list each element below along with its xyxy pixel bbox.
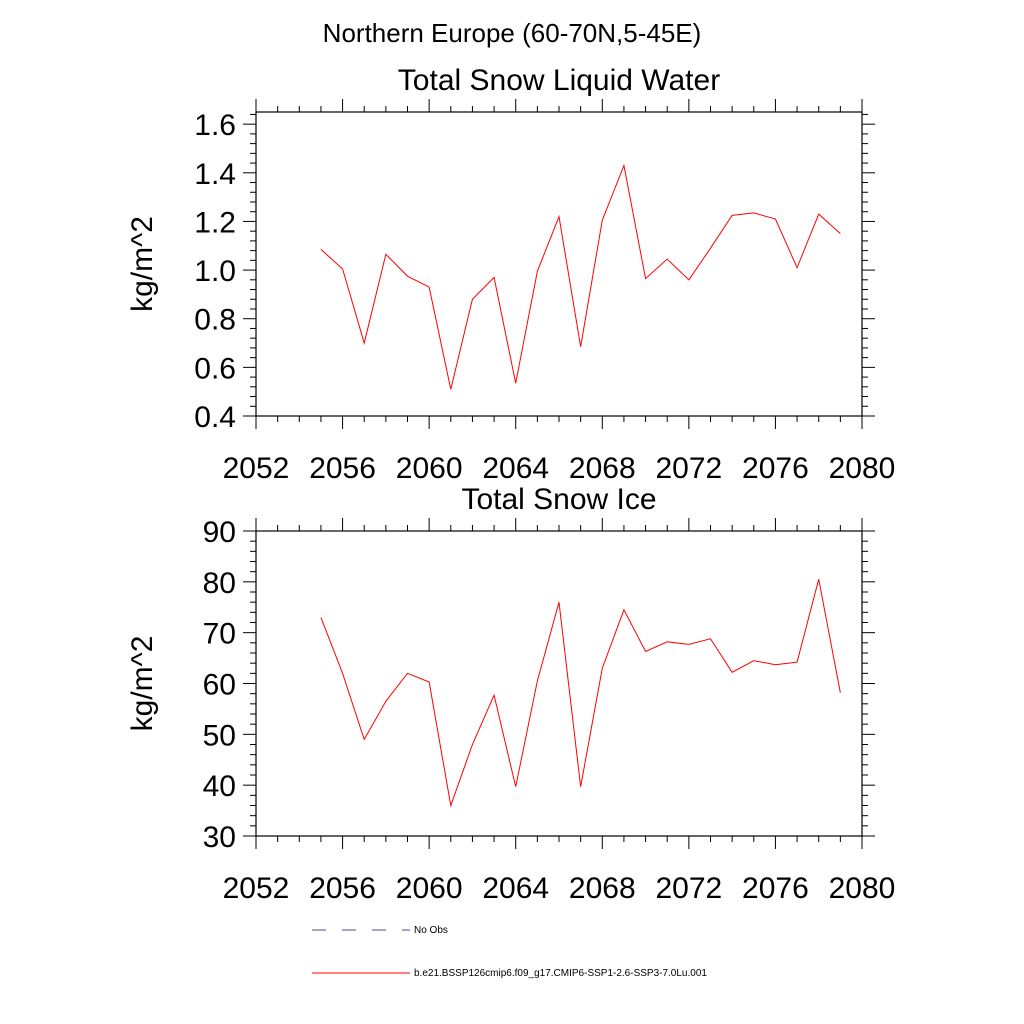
legend: No Obs b.e21.BSSP126cmip6.f09_g17.CMIP6-… <box>312 925 707 979</box>
x-tick-label: 2080 <box>829 872 896 905</box>
y-tick-label: 70 <box>203 618 236 651</box>
x-tick-label: 2076 <box>742 452 809 485</box>
y-tick-label: 1.6 <box>194 109 236 142</box>
x-tick-label: 2064 <box>482 872 549 905</box>
y-tick-label: 0.6 <box>194 352 236 385</box>
x-tick-label: 2080 <box>829 452 896 485</box>
y-tick-label: 1.2 <box>194 206 236 239</box>
figure-title: Northern Europe (60-70N,5-45E) <box>323 18 702 48</box>
x-tick-label: 2068 <box>569 872 636 905</box>
panel-title: Total Snow Liquid Water <box>398 64 720 97</box>
x-tick-label: 2064 <box>482 452 549 485</box>
y-tick-label: 40 <box>203 770 236 803</box>
y-tick-label: 60 <box>203 669 236 702</box>
y-axis-label: kg/m^2 <box>126 636 159 732</box>
legend-model-label: b.e21.BSSP126cmip6.f09_g17.CMIP6-SSP1-2.… <box>414 968 707 979</box>
y-tick-label: 80 <box>203 567 236 600</box>
x-tick-label: 2052 <box>223 872 290 905</box>
panel-title: Total Snow Ice <box>461 483 656 516</box>
y-tick-label: 90 <box>203 516 236 549</box>
y-tick-label: 30 <box>203 821 236 854</box>
x-tick-label: 2060 <box>396 872 463 905</box>
x-tick-label: 2076 <box>742 872 809 905</box>
x-tick-label: 2060 <box>396 452 463 485</box>
legend-obs-label: No Obs <box>414 925 448 936</box>
y-tick-label: 50 <box>203 719 236 752</box>
y-tick-label: 1.4 <box>194 158 236 191</box>
y-tick-label: 1.0 <box>194 255 236 288</box>
x-tick-label: 2052 <box>223 452 290 485</box>
y-tick-label: 0.4 <box>194 401 236 434</box>
x-tick-label: 2072 <box>655 452 722 485</box>
panel-snow-ice: Total Snow Ice kg/m^2 2052 2056 2060 2064 2068… <box>126 483 895 905</box>
series-line <box>320 579 841 808</box>
y-axis-label: kg/m^2 <box>126 216 159 312</box>
y-tick-label: 0.8 <box>194 304 236 337</box>
x-tick-label: 2068 <box>569 452 636 485</box>
series-line <box>320 163 841 390</box>
x-tick-label: 2072 <box>655 872 722 905</box>
panel-snow-liquid-water: Total Snow Liquid Water kg/m^2 2052 2056 206… <box>126 64 895 485</box>
plot-frame <box>255 530 863 837</box>
x-tick-label: 2056 <box>309 452 376 485</box>
x-tick-label: 2056 <box>309 872 376 905</box>
plot-frame <box>255 111 863 417</box>
